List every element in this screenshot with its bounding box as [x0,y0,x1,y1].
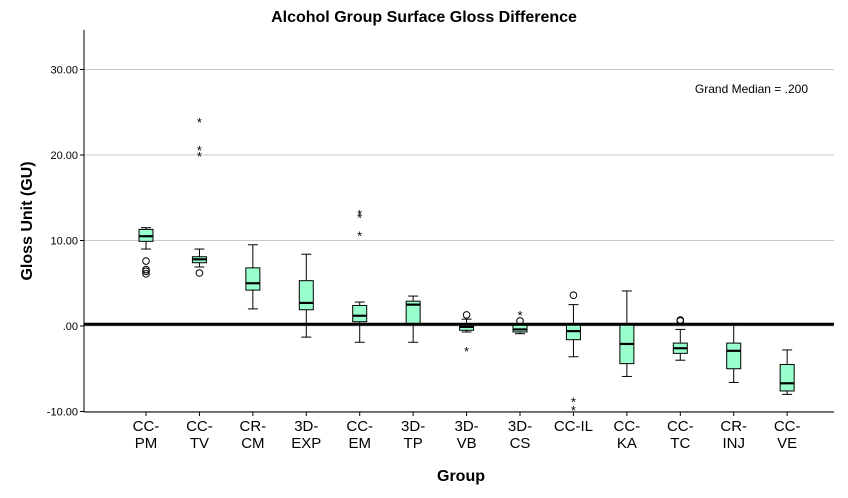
box-group [779,349,795,395]
box-group: * [459,311,475,359]
x-tick-label: CC- [614,418,641,435]
outlier-point [142,257,150,265]
box-group [619,290,635,377]
y-tick-label: .00 [63,321,78,333]
box-group [726,322,742,383]
box-group [245,244,261,310]
y-tick-label: -10.00 [47,407,78,419]
extreme-point: * [197,149,202,164]
x-tick-label: TP [404,435,423,452]
box-group [138,227,154,278]
box [298,280,314,311]
x-tick-label: CC- [133,418,160,435]
y-tick-label: 20.00 [50,150,78,162]
extreme-point: * [197,143,202,158]
x-tick-label: TC [670,435,690,452]
x-tick-label: CR- [720,418,747,435]
x-tick-label: CR- [240,418,267,435]
x-tick-label: VB [457,435,477,452]
extreme-point: * [357,207,362,222]
box-group: ** [565,291,581,418]
box-group: *** [352,207,368,343]
x-tick-label: VE [777,435,797,452]
box [779,363,795,392]
x-tick-label: CC- [667,418,694,435]
boxes: ********** [138,115,795,418]
extreme-point: * [357,211,362,226]
x-tick-labels: CC-PMCC-TVCR-CM3D-EXPCC-EM3D-TP3D-VB3D-C… [133,412,801,452]
box-group [405,295,421,343]
x-tick-label: TV [190,435,209,452]
box [245,267,261,291]
box [726,342,742,370]
x-axis-label: Group [437,468,485,485]
x-tick-label: CC-IL [554,418,593,435]
x-tick-label: CC- [346,418,373,435]
extreme-point: * [571,403,576,418]
y-tick-label: 30.00 [50,65,78,77]
x-tick-label: 3D- [294,418,318,435]
extreme-point: * [464,344,469,359]
y-axis-label: Gloss Unit (GU) [19,161,36,280]
outlier-point [195,269,204,277]
outlier-point [142,270,150,278]
box-group: *** [191,115,207,277]
x-tick-label: KA [617,435,637,452]
outlier-point [569,291,578,300]
y-tick-labels: -10.00 .00 10.00 20.00 30.00 [47,65,84,419]
chart-title: Alcohol Group Surface Gloss Difference [271,9,577,26]
outlier-point [142,267,150,276]
x-tick-label: INJ [722,435,745,452]
box-group: * [512,308,528,335]
x-tick-label: 3D- [401,418,425,435]
x-tick-label: PM [135,435,158,452]
x-tick-label: CC- [186,418,213,435]
x-tick-label: EM [348,435,371,452]
outlier-point [462,311,471,319]
x-tick-label: CS [510,435,531,452]
x-tick-label: CC- [774,418,801,435]
x-tick-label: 3D- [508,418,532,435]
x-tick-label: CM [241,435,264,452]
reference-line-label: Grand Median = .200 [695,82,808,96]
x-tick-label: 3D- [454,418,478,435]
y-tick-label: 10.00 [50,236,78,248]
x-tick-label: EXP [291,435,321,452]
box [352,304,368,323]
axes [83,30,834,413]
extreme-point: * [197,115,202,130]
extreme-point: * [571,394,576,409]
extreme-point: * [517,308,522,323]
extreme-point: * [357,229,362,244]
